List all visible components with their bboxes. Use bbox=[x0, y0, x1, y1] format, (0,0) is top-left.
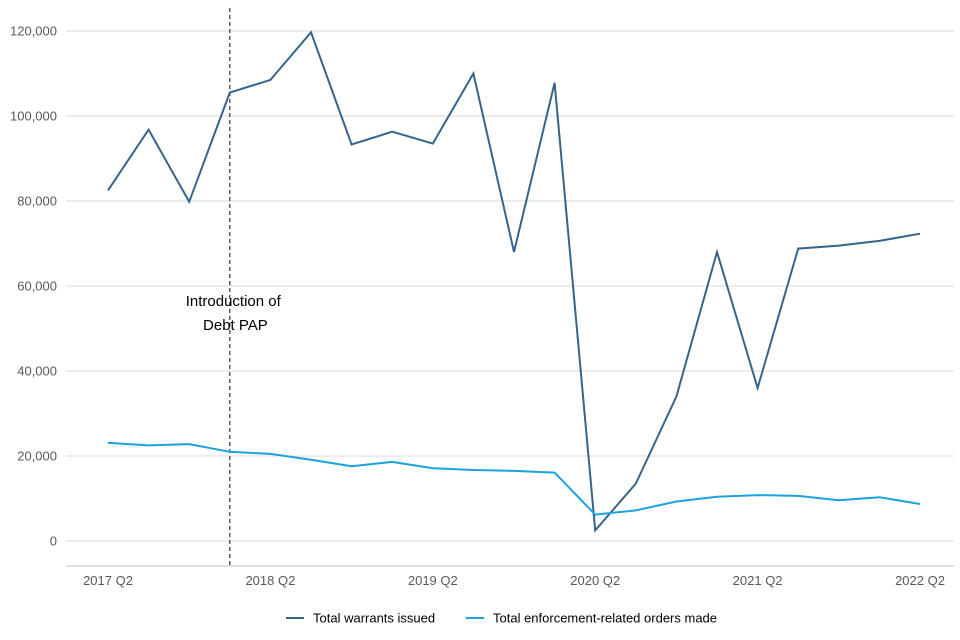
data-point-total-warrants-issued bbox=[309, 30, 313, 34]
data-point-total-enforcement-related-orders-made bbox=[309, 458, 313, 462]
data-point-total-warrants-issued bbox=[634, 482, 638, 486]
data-point-total-warrants-issued bbox=[228, 91, 232, 95]
data-point-total-warrants-issued bbox=[674, 395, 678, 399]
data-point-total-warrants-issued bbox=[553, 81, 557, 85]
y-tick-label: 120,000 bbox=[10, 24, 57, 39]
y-tick-label: 40,000 bbox=[17, 364, 57, 379]
series-line-total-warrants-issued bbox=[107, 30, 921, 533]
x-tick-label: 2018 Q2 bbox=[245, 573, 295, 588]
y-tick-label: 100,000 bbox=[10, 109, 57, 124]
data-point-total-enforcement-related-orders-made bbox=[877, 495, 881, 499]
y-tick-label: 0 bbox=[50, 534, 57, 549]
data-point-total-enforcement-related-orders-made bbox=[390, 460, 394, 464]
series-line-total-enforcement-related-orders-made bbox=[107, 441, 921, 516]
data-point-total-enforcement-related-orders-made bbox=[471, 468, 475, 472]
data-point-total-enforcement-related-orders-made bbox=[553, 471, 557, 475]
gridlines bbox=[66, 30, 954, 542]
data-point-total-warrants-issued bbox=[268, 78, 272, 82]
data-point-total-enforcement-related-orders-made bbox=[634, 508, 638, 512]
x-axis: 2017 Q2 2018 Q2 2019 Q2 2020 Q2 2021 Q2 2022 … bbox=[66, 565, 954, 588]
data-point-total-warrants-issued bbox=[593, 528, 597, 532]
data-point-total-enforcement-related-orders-made bbox=[837, 498, 841, 502]
data-point-total-warrants-issued bbox=[715, 250, 719, 254]
data-point-total-enforcement-related-orders-made bbox=[674, 499, 678, 503]
data-point-total-enforcement-related-orders-made bbox=[756, 493, 760, 497]
legend-label-warrants: Total warrants issued bbox=[313, 611, 435, 626]
data-point-total-warrants-issued bbox=[187, 200, 191, 204]
annotation: Introduction of Debt PAP bbox=[186, 8, 282, 566]
data-point-total-enforcement-related-orders-made bbox=[715, 495, 719, 499]
legend-label-enforcement-orders: Total enforcement-related orders made bbox=[493, 611, 717, 626]
x-tick-label: 2017 Q2 bbox=[83, 573, 133, 588]
data-point-total-enforcement-related-orders-made bbox=[512, 469, 516, 473]
data-point-total-warrants-issued bbox=[350, 142, 354, 146]
legend: Total warrants issued Total enforcement-… bbox=[286, 611, 717, 626]
data-point-total-warrants-issued bbox=[390, 130, 394, 134]
data-point-total-enforcement-related-orders-made bbox=[147, 443, 151, 447]
data-point-total-enforcement-related-orders-made bbox=[187, 442, 191, 446]
series-layer bbox=[106, 30, 922, 533]
x-tick-label: 2022 Q2 bbox=[895, 573, 945, 588]
x-tick-label: 2021 Q2 bbox=[733, 573, 783, 588]
data-point-total-warrants-issued bbox=[918, 232, 922, 236]
data-point-total-warrants-issued bbox=[512, 250, 516, 254]
data-point-total-warrants-issued bbox=[147, 128, 151, 132]
data-point-total-warrants-issued bbox=[877, 239, 881, 243]
data-point-total-warrants-issued bbox=[837, 244, 841, 248]
x-tick-label: 2020 Q2 bbox=[570, 573, 620, 588]
y-tick-label: 80,000 bbox=[17, 194, 57, 209]
data-point-total-warrants-issued bbox=[106, 188, 110, 192]
data-point-total-enforcement-related-orders-made bbox=[593, 513, 597, 517]
y-axis: 0 20,000 40,000 60,000 80,000 100,000 120,000 bbox=[10, 24, 57, 549]
y-tick-label: 20,000 bbox=[17, 449, 57, 464]
data-point-total-enforcement-related-orders-made bbox=[918, 502, 922, 506]
data-point-total-enforcement-related-orders-made bbox=[268, 452, 272, 456]
data-point-total-warrants-issued bbox=[471, 72, 475, 76]
y-tick-label: 60,000 bbox=[17, 279, 57, 294]
annotation-text-line-1: Introduction of bbox=[186, 293, 282, 310]
x-tick-label: 2019 Q2 bbox=[408, 573, 458, 588]
data-point-total-warrants-issued bbox=[431, 142, 435, 146]
annotation-text-line-2: Debt PAP bbox=[203, 317, 268, 334]
data-point-total-warrants-issued bbox=[756, 386, 760, 390]
data-point-total-enforcement-related-orders-made bbox=[228, 450, 232, 454]
data-point-total-enforcement-related-orders-made bbox=[431, 466, 435, 470]
data-point-total-enforcement-related-orders-made bbox=[796, 494, 800, 498]
data-point-total-enforcement-related-orders-made bbox=[106, 441, 110, 445]
data-point-total-enforcement-related-orders-made bbox=[350, 464, 354, 468]
data-point-total-warrants-issued bbox=[796, 247, 800, 251]
